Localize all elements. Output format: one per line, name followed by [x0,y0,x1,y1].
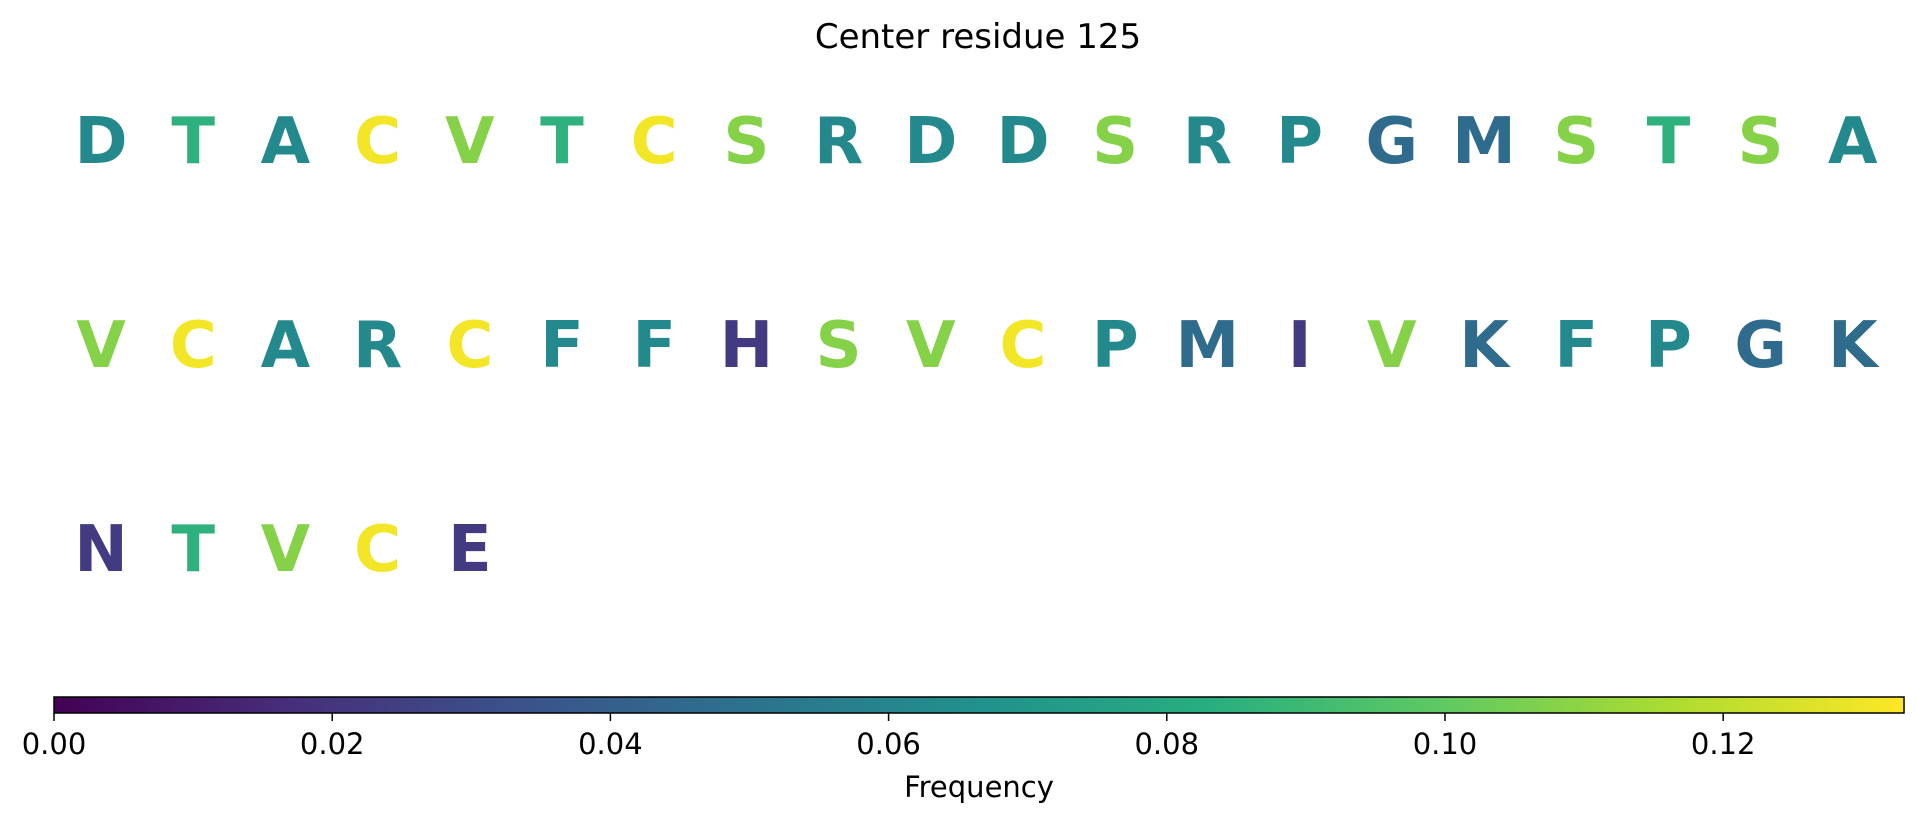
residue-letter: A [1828,105,1878,179]
colorbar: 0.00 0.02 0.04 0.06 0.08 0.10 0.12 Frequency [22,696,1905,804]
residue-letter: P [1276,105,1323,179]
residue-letter: S [723,105,769,179]
residue-letter: G [1734,309,1787,383]
residue-letter: V [906,309,956,383]
residue-letter: V [1367,309,1417,383]
residue-letter: D [74,105,127,179]
residue-letter: V [261,513,311,587]
colorbar-tick-label: 0.08 [1134,727,1199,761]
residue-letter: T [1647,105,1691,179]
residue-letter: G [1366,105,1419,179]
residue-letter: K [1828,309,1880,383]
residue-letter: A [261,105,311,179]
residue-letter: V [445,105,495,179]
residue-letter: C [631,105,678,179]
residue-letter: C [354,105,401,179]
residue-letter: K [1459,309,1511,383]
residue-letter: P [1645,309,1692,383]
residue-letter: F [632,309,676,383]
residue-letter: F [540,309,584,383]
colorbar-label: Frequency [904,770,1054,804]
residue-letter: C [446,309,493,383]
residue-letter: T [540,105,584,179]
residue-letter: M [1176,309,1240,383]
colorbar-ticks: 0.00 0.02 0.04 0.06 0.08 0.10 0.12 [22,713,1756,761]
residue-letter: S [1092,105,1138,179]
residue-letter: I [1288,309,1312,383]
residue-letter: D [996,105,1049,179]
colorbar-tick-label: 0.12 [1691,727,1756,761]
residue-letter: P [1092,309,1139,383]
colorbar-gradient [53,696,1905,714]
colorbar-tick-label: 0.10 [1413,727,1478,761]
colorbar-tick-label: 0.02 [300,727,365,761]
residue-letter: H [720,309,774,383]
colorbar-tick-label: 0.00 [22,727,87,761]
residue-letter: C [1000,309,1047,383]
residue-letter: C [170,309,217,383]
residue-letter: S [1553,105,1599,179]
colorbar-tick-label: 0.06 [856,727,921,761]
residue-letter: T [171,105,215,179]
residue-letter: C [354,513,401,587]
chart-title: Center residue 125 [815,17,1141,57]
residue-letter: R [353,309,402,383]
residue-letter: R [1183,105,1232,179]
residue-letter: S [1738,105,1784,179]
residue-letter: N [74,513,128,587]
residue-letter: T [171,513,215,587]
residue-letter: M [1452,105,1516,179]
residue-letter: S [816,309,862,383]
residue-letter: A [261,309,311,383]
residue-letter: E [448,513,492,587]
residue-letter: V [76,309,126,383]
residue-letter: D [904,105,957,179]
residue-letter: R [814,105,863,179]
residue-letter: F [1554,309,1598,383]
residue-grid: D T A C V T C S R D D S R P G M S T S AV C A R C F F H S V C P M I V K F P G K… [74,105,1880,587]
colorbar-tick-label: 0.04 [578,727,643,761]
